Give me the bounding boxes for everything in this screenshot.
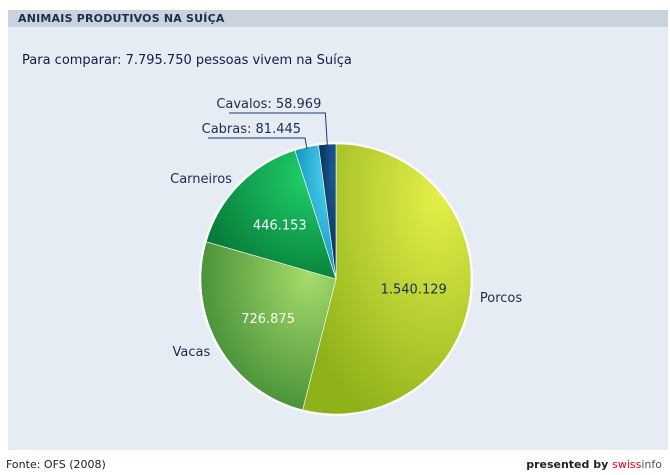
- category-label-porcos: Porcos: [480, 291, 522, 306]
- value-label-carneiros: 446.153: [253, 218, 307, 233]
- chart-subtitle: Para comparar: 7.795.750 pessoas vivem n…: [22, 53, 352, 68]
- chart-title: ANIMAIS PRODUTIVOS NA SUÍÇA: [18, 12, 225, 25]
- brand-swiss: swiss: [612, 458, 642, 471]
- source-note: Fonte: OFS (2008): [6, 458, 106, 471]
- credit-prefix: presented by: [526, 458, 613, 471]
- credit-line: presented by swissinfo: [526, 458, 662, 471]
- pie-slice-vacas: [200, 241, 337, 411]
- pie-slice-porcos: [302, 143, 472, 415]
- category-label-vacas: Vacas: [172, 345, 210, 360]
- callout-line-cavalos: [229, 112, 328, 147]
- pie-slice-carneiros: [205, 150, 337, 280]
- callout-label-cabras: Cabras: 81.445: [202, 122, 301, 137]
- callout-line-cabras: [208, 137, 308, 150]
- value-label-porcos: 1.540.129: [381, 283, 447, 298]
- brand-info: info: [641, 458, 662, 471]
- callout-label-cavalos: Cavalos: 58.969: [216, 97, 321, 112]
- header-bar: ANIMAIS PRODUTIVOS NA SUÍÇA: [8, 10, 668, 27]
- value-label-vacas: 726.875: [241, 312, 295, 327]
- category-label-carneiros: Carneiros: [170, 172, 232, 187]
